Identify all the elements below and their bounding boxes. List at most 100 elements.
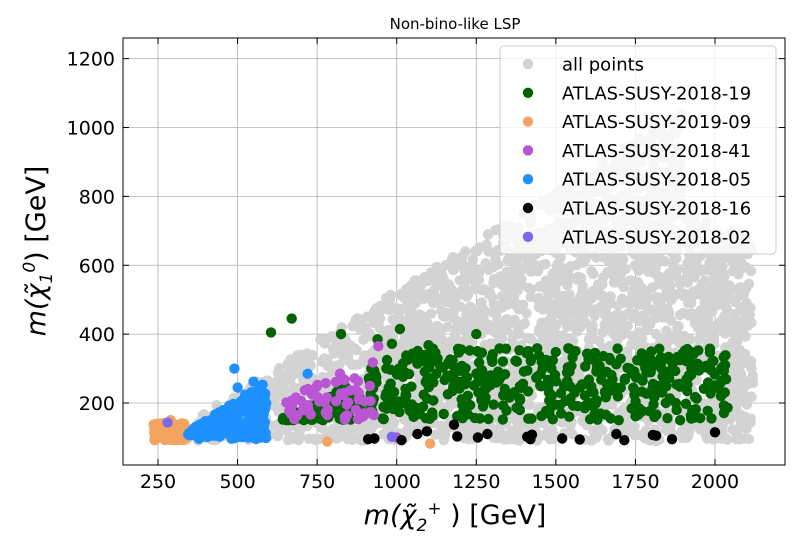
data-point xyxy=(288,382,300,393)
data-point xyxy=(508,433,520,445)
data-point xyxy=(615,382,626,393)
data-point xyxy=(522,365,533,376)
data-point xyxy=(339,427,351,438)
data-point xyxy=(674,337,685,349)
series-3 xyxy=(281,341,402,443)
data-point xyxy=(660,374,671,385)
data-point xyxy=(739,348,751,360)
data-point xyxy=(666,315,677,326)
data-point xyxy=(605,354,616,366)
legend: all points ATLAS-SUSY-2018-19 ATLAS-SUSY-2… xyxy=(499,45,777,255)
data-point xyxy=(544,406,555,417)
ticks: 250 500 750 1000 1250 1500 1750 2000 200 400 600 80… xyxy=(67,38,785,493)
data-point xyxy=(571,260,582,271)
data-point xyxy=(415,280,426,292)
series-5 xyxy=(362,419,721,446)
data-point xyxy=(440,430,451,441)
data-point xyxy=(506,284,517,295)
data-point xyxy=(467,254,479,265)
data-point xyxy=(404,403,415,414)
y-axis-label: m(χ̃10) [GeV] xyxy=(20,166,57,337)
data-point xyxy=(455,256,466,268)
data-point xyxy=(565,426,576,438)
data-point xyxy=(572,400,583,412)
data-point xyxy=(646,346,657,357)
data-point xyxy=(462,289,474,300)
data-point xyxy=(615,353,626,364)
data-point xyxy=(490,248,501,259)
data-point xyxy=(461,305,472,316)
data-point xyxy=(652,297,664,309)
data-point xyxy=(641,301,652,312)
data-point xyxy=(596,374,607,385)
data-point xyxy=(600,302,611,313)
data-point xyxy=(412,345,423,357)
data-point xyxy=(516,274,527,285)
data-point xyxy=(322,436,333,447)
data-point xyxy=(377,413,388,424)
data-point xyxy=(730,296,741,308)
data-point xyxy=(577,280,588,292)
data-point xyxy=(296,395,307,407)
data-point xyxy=(412,358,423,369)
data-point xyxy=(722,325,733,336)
data-point xyxy=(714,299,725,310)
data-point xyxy=(649,392,660,403)
data-point xyxy=(689,391,701,403)
x-tick-label: 2000 xyxy=(691,471,739,493)
data-point xyxy=(698,383,710,394)
data-point xyxy=(482,428,493,440)
data-point xyxy=(574,434,585,445)
data-point xyxy=(560,395,571,407)
data-point xyxy=(708,355,719,367)
data-point xyxy=(709,427,721,438)
data-point xyxy=(564,344,576,355)
data-point xyxy=(718,400,730,411)
data-point xyxy=(540,259,551,270)
data-point xyxy=(526,413,537,424)
x-tick-label: 1750 xyxy=(611,471,659,493)
data-point xyxy=(705,289,717,300)
data-point xyxy=(230,404,241,416)
data-point xyxy=(305,360,316,371)
y-tick-label: 600 xyxy=(79,255,115,277)
data-point xyxy=(335,328,347,340)
data-point xyxy=(412,428,423,440)
data-point xyxy=(407,299,418,311)
data-point xyxy=(612,334,623,346)
data-point xyxy=(606,399,618,410)
data-point xyxy=(507,329,519,341)
data-point xyxy=(371,372,382,383)
legend-marker xyxy=(522,58,534,70)
data-point xyxy=(679,345,691,356)
data-point xyxy=(533,295,544,306)
data-point xyxy=(724,414,736,425)
data-point xyxy=(339,387,350,399)
x-tick-label: 1500 xyxy=(532,471,580,493)
data-point xyxy=(666,434,678,445)
data-point xyxy=(743,433,754,445)
data-point xyxy=(522,345,534,357)
data-point xyxy=(546,363,557,374)
data-point xyxy=(636,405,648,416)
data-point xyxy=(632,291,643,302)
data-point xyxy=(282,358,293,370)
data-point xyxy=(705,330,717,341)
data-point xyxy=(680,355,692,367)
data-point xyxy=(310,434,321,446)
data-point xyxy=(564,334,576,345)
data-point xyxy=(420,314,431,326)
data-point xyxy=(670,397,682,409)
data-point xyxy=(343,397,354,408)
data-point xyxy=(393,363,404,375)
data-point xyxy=(320,378,331,389)
data-point xyxy=(497,414,508,425)
data-point xyxy=(533,326,545,338)
data-point xyxy=(359,350,371,361)
data-point xyxy=(257,409,268,420)
y-tick-label: 1200 xyxy=(67,49,115,71)
data-point xyxy=(472,432,484,443)
data-point xyxy=(486,292,498,303)
data-point xyxy=(662,413,673,424)
data-point xyxy=(278,388,289,399)
